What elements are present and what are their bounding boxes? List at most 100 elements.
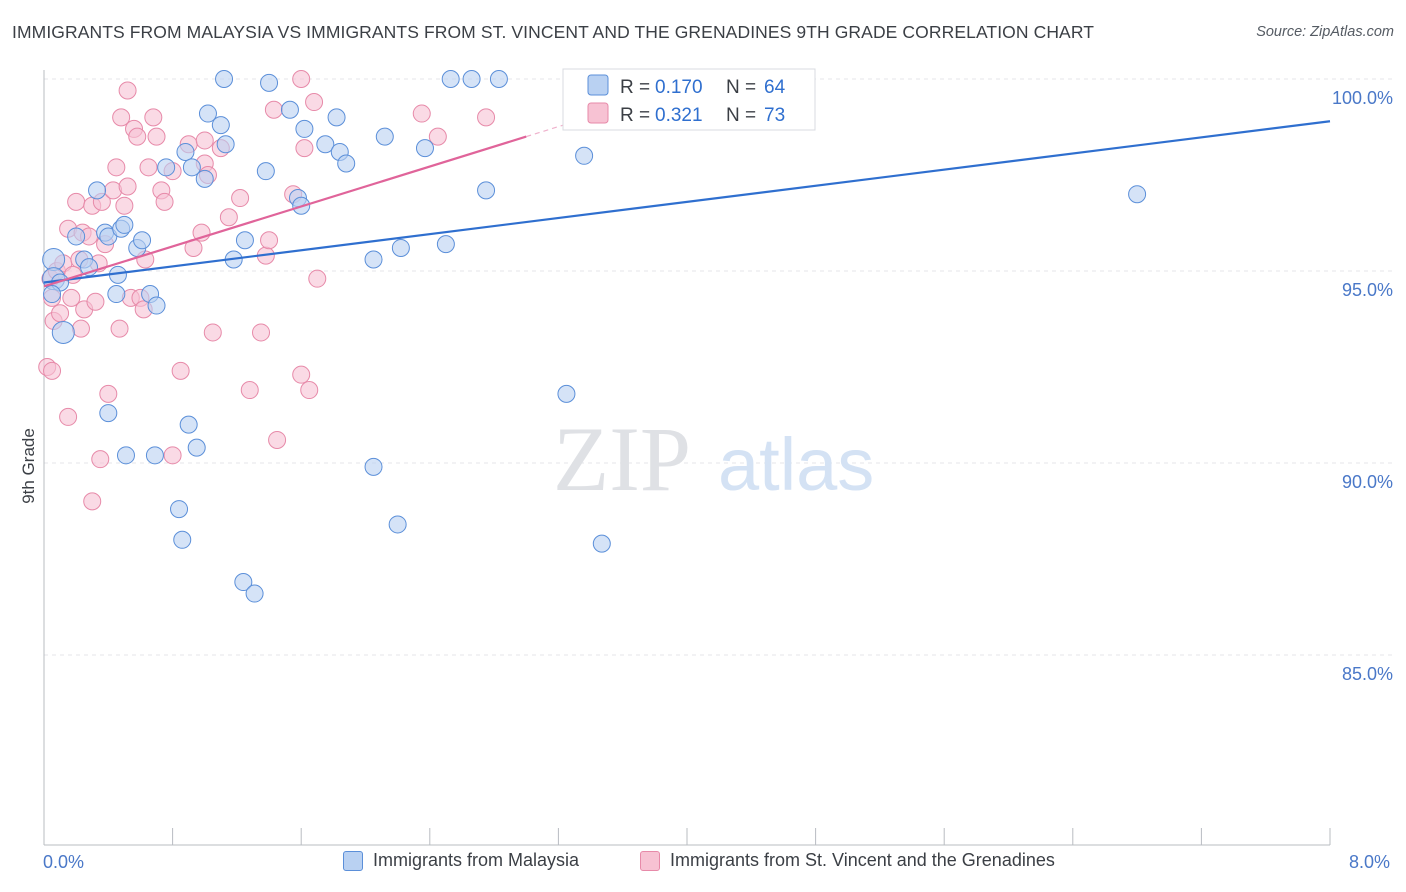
data-point bbox=[1128, 185, 1147, 204]
data-point bbox=[245, 584, 264, 603]
data-point bbox=[364, 250, 383, 269]
data-point bbox=[337, 154, 356, 173]
y-tick-label: 85.0% bbox=[1342, 664, 1393, 684]
data-point bbox=[268, 430, 287, 449]
series-blue-points bbox=[42, 70, 1147, 603]
data-point bbox=[215, 70, 234, 88]
data-point bbox=[231, 189, 250, 208]
data-point bbox=[280, 100, 299, 119]
data-point bbox=[91, 450, 110, 469]
chart-title: IMMIGRANTS FROM MALAYSIA VS IMMIGRANTS F… bbox=[12, 22, 1095, 42]
data-point bbox=[364, 457, 383, 476]
data-point bbox=[412, 104, 431, 123]
data-point bbox=[295, 139, 314, 158]
legend-item-st-vincent[interactable]: Immigrants from St. Vincent and the Gren… bbox=[640, 850, 1055, 871]
data-point bbox=[195, 169, 214, 188]
data-point bbox=[128, 127, 147, 146]
data-point bbox=[145, 446, 164, 465]
source-credit: Source: ZipAtlas.com bbox=[1256, 24, 1394, 40]
legend-label: Immigrants from St. Vincent and the Gren… bbox=[670, 850, 1055, 870]
data-point bbox=[219, 208, 238, 227]
data-point bbox=[173, 530, 192, 549]
x-max-label: 8.0% bbox=[1349, 852, 1391, 872]
y-axis-label: 9th Grade bbox=[19, 428, 38, 504]
data-point bbox=[300, 381, 319, 400]
data-point bbox=[305, 93, 324, 112]
data-point bbox=[115, 196, 134, 215]
data-point bbox=[179, 415, 198, 434]
data-point bbox=[155, 192, 174, 211]
data-point bbox=[71, 319, 90, 338]
data-point bbox=[62, 288, 81, 307]
data-point bbox=[557, 384, 576, 403]
data-point bbox=[83, 492, 102, 511]
data-point bbox=[198, 104, 217, 123]
data-point bbox=[157, 158, 176, 177]
data-point bbox=[88, 181, 107, 200]
data-point bbox=[240, 381, 259, 400]
data-point bbox=[575, 146, 594, 165]
data-point bbox=[67, 227, 86, 246]
legend-r-value: 0.170 bbox=[655, 77, 703, 98]
data-point bbox=[391, 238, 410, 257]
grid-lines bbox=[44, 78, 1395, 656]
legend-n-value: 64 bbox=[764, 77, 786, 98]
legend-r-label: R = bbox=[620, 105, 650, 126]
data-point bbox=[67, 192, 86, 211]
legend-item-malaysia[interactable]: Immigrants from Malaysia bbox=[343, 850, 579, 871]
data-point bbox=[115, 215, 134, 234]
data-point bbox=[327, 108, 346, 127]
legend-label: Immigrants from Malaysia bbox=[373, 850, 580, 870]
data-point bbox=[415, 139, 434, 158]
data-point bbox=[211, 116, 230, 135]
data-point bbox=[51, 304, 70, 323]
data-point bbox=[388, 515, 407, 534]
data-point bbox=[203, 323, 222, 342]
legend-r-label: R = bbox=[620, 77, 650, 98]
trend-line-blue bbox=[43, 120, 1331, 284]
data-point bbox=[592, 534, 611, 553]
legend-swatch-pink bbox=[640, 850, 660, 871]
data-point bbox=[170, 500, 189, 519]
trend-line-pink bbox=[43, 135, 527, 288]
y-tick-labels: 100.0% 95.0% 90.0% 85.0% bbox=[1332, 88, 1393, 684]
data-point bbox=[118, 177, 137, 196]
data-point bbox=[171, 361, 190, 380]
data-point bbox=[264, 100, 283, 119]
series-pink-points bbox=[38, 70, 496, 511]
data-point bbox=[256, 162, 275, 181]
data-point bbox=[216, 135, 235, 154]
data-point bbox=[86, 292, 105, 311]
y-tick-label: 95.0% bbox=[1342, 280, 1393, 300]
data-point bbox=[107, 285, 126, 304]
bottom-legend: Immigrants from Malaysia Immigrants from… bbox=[0, 850, 1406, 878]
data-point bbox=[187, 438, 206, 457]
data-point bbox=[375, 127, 394, 146]
data-point bbox=[316, 135, 335, 154]
data-point bbox=[182, 158, 201, 177]
data-point bbox=[260, 73, 279, 92]
data-point bbox=[43, 285, 62, 304]
watermark-atlas: atlas bbox=[718, 423, 874, 506]
data-point bbox=[116, 446, 135, 465]
data-point bbox=[133, 231, 152, 250]
data-point bbox=[436, 235, 455, 254]
data-point bbox=[428, 127, 447, 146]
data-point bbox=[234, 573, 253, 592]
legend-swatch-blue bbox=[343, 850, 363, 871]
data-point bbox=[43, 361, 62, 380]
data-point bbox=[295, 119, 314, 138]
legend-n-label: N = bbox=[726, 105, 756, 126]
legend-n-value: 73 bbox=[764, 105, 785, 126]
watermark: ZIP atlas bbox=[553, 408, 874, 510]
data-point bbox=[59, 407, 78, 426]
data-point bbox=[139, 158, 158, 177]
data-point bbox=[489, 70, 508, 88]
data-point bbox=[147, 296, 166, 315]
data-point bbox=[107, 158, 126, 177]
legend-swatch-pink bbox=[587, 102, 609, 124]
axes bbox=[43, 70, 1331, 846]
data-point bbox=[292, 365, 311, 384]
data-point bbox=[477, 181, 496, 200]
